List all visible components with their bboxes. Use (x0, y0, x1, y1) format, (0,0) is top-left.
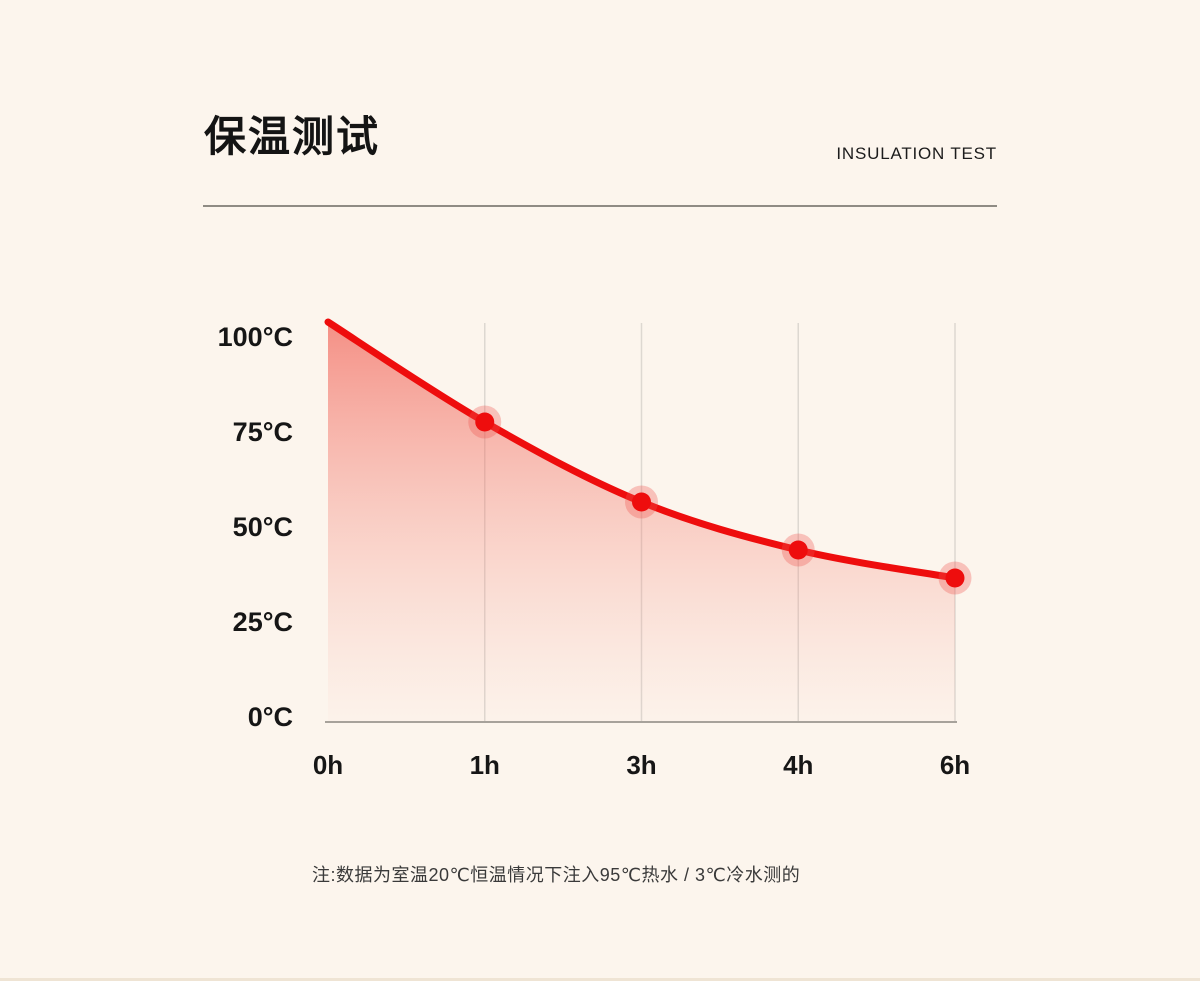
y-tick-label: 25°C (232, 607, 293, 637)
x-tick-label: 0h (312, 750, 344, 780)
data-point-marker (475, 412, 495, 432)
x-tick-label: 6h (939, 750, 971, 780)
y-tick-label: 100°C (217, 322, 293, 352)
page-title: 保温测试 (204, 113, 381, 160)
x-tick-label: 4h (783, 750, 814, 780)
x-tick-label: 3h (626, 750, 657, 780)
header-divider (203, 205, 997, 207)
chart-footnote: 注:数据为室温20℃恒温情况下注入95℃热水 / 3℃冷水测的 (312, 865, 801, 885)
bottom-edge-strip (0, 978, 1200, 981)
y-tick-label: 0°C (247, 702, 293, 732)
y-tick-label: 75°C (232, 417, 293, 447)
data-point-marker (632, 492, 651, 512)
y-tick-label: 50°C (232, 512, 293, 542)
page-subtitle: INSULATION TEST (836, 144, 997, 163)
data-point-marker (945, 568, 965, 588)
x-tick-label: 1h (469, 750, 500, 780)
data-point-marker (788, 540, 808, 560)
